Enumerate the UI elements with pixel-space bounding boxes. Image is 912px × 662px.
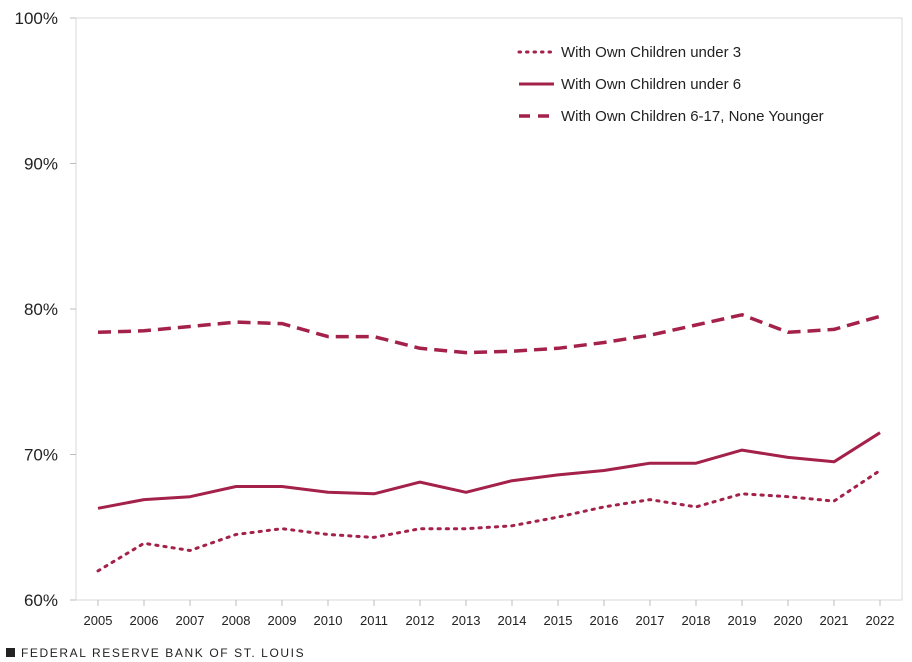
source-label: FEDERAL RESERVE BANK OF ST. LOUIS: [21, 646, 306, 660]
x-tick-label: 2011: [360, 613, 388, 628]
legend-label-3: With Own Children 6-17, None Younger: [561, 108, 824, 125]
x-tick-label: 2022: [866, 613, 895, 628]
x-tick-label: 2021: [820, 613, 849, 628]
x-axis: 2005 2006 2007 2008 2009 2010 2011 2012 2013 2014…: [84, 600, 895, 628]
x-tick-label: 2013: [452, 613, 481, 628]
x-tick-label: 2010: [314, 613, 343, 628]
x-tick-label: 2019: [728, 613, 757, 628]
x-tick-label: 2006: [130, 613, 159, 628]
y-tick-label: 80%: [24, 300, 58, 319]
square-bullet-icon: [6, 648, 15, 657]
y-tick-label: 100%: [15, 9, 58, 28]
x-tick-label: 2009: [268, 613, 297, 628]
series-line-3: [97, 313, 881, 355]
y-axis: 60% 70% 80% 90% 100%: [15, 9, 76, 610]
x-tick-label: 2007: [176, 613, 205, 628]
x-tick-label: 2016: [590, 613, 619, 628]
series-layer: [96, 313, 882, 573]
y-tick-label: 60%: [24, 591, 58, 610]
x-tick-label: 2008: [222, 613, 251, 628]
x-tick-label: 2018: [682, 613, 711, 628]
series-line-2: [97, 431, 881, 510]
x-tick-label: 2005: [84, 613, 113, 628]
x-tick-label: 2017: [636, 613, 665, 628]
x-tick-label: 2020: [774, 613, 803, 628]
legend-label-1: With Own Children under 3: [561, 44, 741, 61]
legend: With Own Children under 3 With Own Childr…: [517, 44, 824, 125]
x-tick-label: 2012: [406, 613, 435, 628]
line-chart: 60% 70% 80% 90% 100% 2005 2006 2007 2008 2009 201…: [15, 9, 903, 628]
x-tick-label: 2014: [498, 613, 527, 628]
y-tick-label: 70%: [24, 446, 58, 465]
source-footer: FEDERAL RESERVE BANK OF ST. LOUIS: [6, 646, 305, 660]
x-tick-label: 2015: [544, 613, 573, 628]
legend-label-2: With Own Children under 6: [561, 76, 741, 93]
series-line-1: [96, 469, 882, 573]
y-tick-label: 90%: [24, 155, 58, 174]
plot-frame: [75, 17, 903, 601]
plot-border: [75, 17, 903, 601]
